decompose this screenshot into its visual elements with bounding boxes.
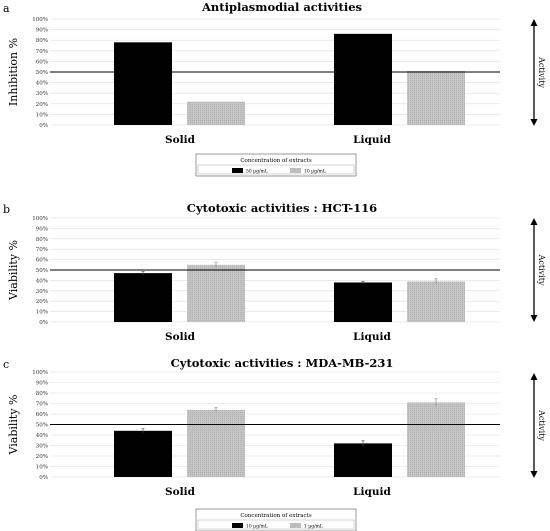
y-tick-label: 0% [39,475,48,481]
y-tick-label: 10% [36,310,48,316]
y-tick-label: 20% [36,454,48,460]
x-category-label: Solid [165,134,196,146]
legend-swatch [290,168,301,173]
panel-letter: a [3,2,10,15]
bar-solid-series-1 [114,42,172,125]
bar-liquid-series-2 [407,281,465,322]
y-tick-label: 40% [36,81,48,87]
activity-arrow-head-up [530,19,538,26]
chart-panel-c: c Cytotoxic activities : MDA-MB-231 Viabil… [3,356,546,531]
y-tick-label: 30% [36,289,48,295]
y-tick-label: 0% [39,123,48,129]
bar-liquid-series-1 [334,282,392,322]
legend-items-box [197,164,355,175]
bar-solid-series-2 [187,264,245,322]
activity-label: Activity [537,56,546,88]
activity-label: Activity [537,409,546,441]
x-category-label: Solid [165,486,196,498]
legend: Concentration of extracts 50 µg/mL 10 µg/m… [195,153,357,177]
legend-label: 50 µg/mL [246,169,268,175]
y-tick-label: 10% [36,465,48,471]
x-category-label: Solid [165,331,196,343]
legend-label: 10 µg/mL [304,169,326,175]
y-tick-label: 60% [36,59,48,65]
y-tick-label: 70% [36,402,48,408]
bar-solid-series-1 [114,273,172,322]
y-tick-label: 70% [36,247,48,253]
chart-title: Antiplasmodial activities [201,0,362,14]
y-tick-label: 10% [36,112,48,118]
activity-arrow-head-down [530,471,538,478]
y-tick-label: 100% [32,370,48,376]
bar-solid-series-2 [187,101,245,125]
panel-letter: b [3,203,10,216]
y-tick-label: 50% [36,70,48,76]
activity-label: Activity [537,254,546,286]
x-category-label: Liquid [353,134,391,146]
y-axis-label: Viability % [7,240,20,301]
activity-arrow-head-up [530,218,538,225]
bar-solid-series-2 [187,409,245,477]
activity-arrow-head-down [530,315,538,322]
bar-liquid-series-1 [334,443,392,477]
y-tick-label: 30% [36,91,48,97]
activity-label-bg [536,410,546,441]
y-tick-label: 80% [36,237,48,243]
y-tick-label: 100% [32,17,48,23]
chart-title: Cytotoxic activities : MDA-MB-231 [171,356,394,370]
y-tick-label: 0% [39,320,48,326]
legend-label: 1 µg/mL [304,524,323,530]
y-axis-label: Inhibition % [7,38,20,106]
activity-label-bg [536,255,546,285]
y-tick-label: 50% [36,423,48,429]
y-tick-label: 90% [36,381,48,387]
y-tick-label: 20% [36,299,48,305]
y-tick-label: 20% [36,102,48,108]
x-category-label: Liquid [353,331,391,343]
bar-liquid-series-1 [334,33,392,126]
chart-panel-a: a Antiplasmodial activities Inhibition % 0%… [3,0,546,177]
legend-swatch [290,523,301,528]
y-tick-label: 40% [36,278,48,284]
y-tick-label: 40% [36,433,48,439]
legend-title: Concentration of extracts [240,513,311,519]
y-tick-label: 80% [36,38,48,44]
bar-liquid-series-2 [407,402,465,477]
legend-swatch [232,168,243,173]
chart-panel-b: b Cytotoxic activities : HCT-116 Viability… [3,201,546,343]
activity-arrow-head-up [530,373,538,380]
y-tick-label: 50% [36,268,48,274]
activity-label-bg [536,57,546,88]
legend-title: Concentration of extracts [240,158,311,164]
chart-title: Cytotoxic activities : HCT-116 [187,201,377,215]
y-tick-label: 60% [36,412,48,418]
x-category-label: Liquid [353,486,391,498]
legend: Concentration of extracts 10 µg/mL 1 µg/mL [195,508,357,531]
bar-liquid-series-2 [407,70,465,125]
y-tick-label: 80% [36,391,48,397]
legend-items-box [197,519,355,530]
panel-letter: c [3,358,9,371]
bar-solid-series-1 [114,430,172,477]
y-axis-label: Viability % [7,394,20,455]
activity-arrow-head-down [530,119,538,126]
y-tick-label: 100% [32,216,48,222]
y-tick-label: 30% [36,444,48,450]
legend-swatch [232,523,243,528]
y-tick-label: 90% [36,226,48,232]
y-tick-label: 70% [36,49,48,55]
y-tick-label: 60% [36,258,48,264]
y-tick-label: 90% [36,28,48,34]
legend-label: 10 µg/mL [246,524,268,530]
